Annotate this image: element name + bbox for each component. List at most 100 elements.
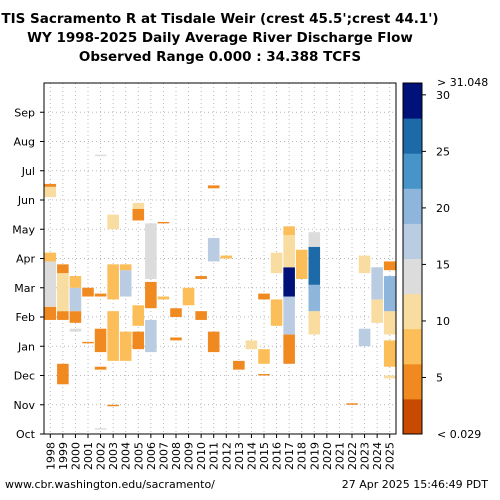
x-tick-label: 2000 [69, 442, 82, 470]
x-tick-label: 2010 [195, 442, 208, 470]
x-tick-label: 2020 [321, 442, 334, 470]
heatmap-cell [207, 185, 220, 189]
heatmap-cell [207, 331, 220, 353]
heatmap-cell [119, 331, 132, 361]
heatmap-cell [283, 226, 295, 236]
footer-url: www.cbr.washington.edu/sacramento/ [5, 478, 215, 491]
heatmap-cell [195, 311, 207, 320]
colorbar-segment [403, 363, 422, 400]
heatmap-cell [383, 276, 396, 312]
colorbar-tick-label: 25 [436, 145, 450, 158]
x-tick-label: 2017 [283, 442, 296, 470]
heatmap-cell [283, 296, 295, 335]
heatmap-cell [308, 311, 321, 335]
x-tick-label: 2025 [384, 442, 397, 470]
colorbar-segment [403, 153, 422, 189]
heatmap-cell [57, 311, 69, 320]
heatmap-cell [57, 264, 69, 274]
heatmap-cell [308, 232, 321, 247]
y-tick-label: Apr [16, 253, 36, 266]
colorbar-segment [403, 223, 422, 259]
y-tick-label: Feb [16, 311, 35, 324]
x-tick-label: 2001 [82, 442, 95, 470]
x-tick-label: 2019 [308, 442, 321, 470]
heatmap-cell [170, 337, 182, 341]
heatmap-cell [383, 340, 396, 367]
heatmap-cell [107, 404, 119, 407]
heatmap-cell [358, 255, 371, 274]
x-tick-label: 2018 [296, 442, 309, 470]
colorbar-bottom-label: < 0.029 [437, 428, 481, 441]
heatmap-cell [94, 293, 107, 297]
colorbar-tick-label: 10 [436, 315, 450, 328]
x-tick-label: 2003 [107, 442, 120, 470]
heatmap-cell [283, 267, 295, 297]
x-tick-label: 2011 [208, 442, 221, 470]
heatmap-cell [94, 428, 107, 430]
y-tick-label: Mar [14, 282, 35, 295]
x-tick-label: 2004 [120, 442, 133, 470]
heatmap-cell [132, 202, 145, 209]
footer-timestamp: 27 Apr 2025 15:46:49 PDT [341, 478, 488, 491]
heatmap-cell [107, 214, 119, 230]
heatmap-cell [69, 311, 82, 323]
heatmap-cell [258, 349, 270, 364]
heatmap-cell [308, 246, 321, 285]
heatmap-cell [119, 270, 132, 297]
heatmap-cell [358, 328, 371, 347]
x-tick-label: 2012 [220, 442, 233, 470]
x-tick-label: 2009 [183, 442, 196, 470]
x-tick-label: 2007 [157, 442, 170, 470]
x-tick-label: 2002 [95, 442, 108, 470]
heatmap-cell [283, 334, 295, 364]
y-tick-label: Dec [14, 370, 35, 383]
y-tick-label: Jul [21, 165, 35, 178]
y-tick-label: Oct [16, 428, 36, 441]
x-tick-label: 2021 [333, 442, 346, 470]
colorbar-segment [403, 293, 422, 330]
heatmap-cell [346, 403, 358, 405]
heatmap-cell [383, 311, 396, 335]
heatmap-cell [107, 264, 119, 300]
colorbar-segment [403, 118, 422, 154]
y-tick-label: Aug [14, 136, 35, 149]
heatmap-cell [182, 287, 195, 306]
heatmap-cell [383, 375, 396, 379]
heatmap-cell [157, 221, 170, 224]
x-tick-label: 2015 [258, 442, 271, 470]
x-tick-label: 2008 [170, 442, 183, 470]
heatmap-cell [44, 306, 57, 320]
colorbar-top-label: > 31.048 [437, 76, 488, 89]
x-tick-label: 1999 [57, 442, 70, 470]
chart-title-line-2: WY 1998-2025 Daily Average River Dischar… [27, 30, 413, 46]
heatmap-cell [245, 340, 258, 350]
heatmap-cell [383, 261, 396, 271]
heatmap-cell [233, 360, 245, 370]
x-tick-label: 2013 [233, 442, 246, 470]
heatmap-cell [69, 328, 82, 332]
heatmap-cell [119, 264, 132, 271]
colorbar-tick-label: 20 [436, 202, 450, 215]
heatmap-cell [44, 261, 57, 307]
heatmap-cell [145, 223, 157, 279]
y-tick-label: Jun [17, 194, 35, 207]
heatmap-cell [82, 341, 94, 344]
heatmap-cell [145, 319, 157, 353]
colorbar-segment [403, 83, 422, 119]
chart-title-line-3: Observed Range 0.000 : 34.388 TCFS [78, 49, 362, 65]
y-tick-label: May [12, 223, 35, 236]
heatmap-cell [57, 363, 69, 385]
y-tick-label: Nov [14, 399, 36, 412]
colorbar-segment [403, 188, 422, 224]
heatmap-cell [57, 273, 69, 312]
heatmap-cell [371, 267, 383, 300]
x-tick-label: 2014 [245, 442, 258, 470]
x-tick-label: 2016 [271, 442, 284, 470]
y-tick-label: Sep [14, 106, 35, 119]
chart-title-line-1: TIS Sacramento R at Tisdale Weir (crest … [1, 11, 439, 27]
heatmap-cell [195, 276, 207, 279]
heatmap-cell [82, 287, 94, 297]
colorbar-tick-label: 15 [436, 258, 450, 271]
y-tick-label: Jan [17, 340, 35, 353]
